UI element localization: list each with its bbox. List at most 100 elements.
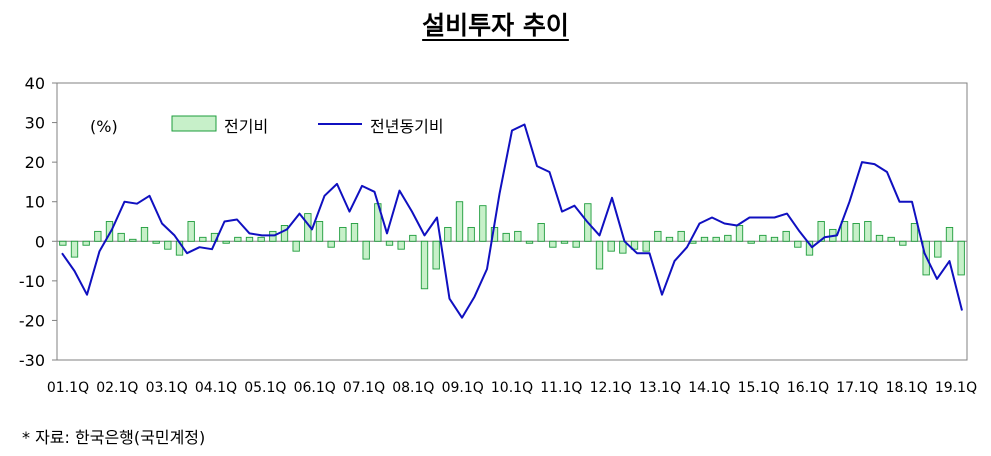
bar-59 [747, 240, 755, 244]
x-tick-label: 11.1Q [540, 380, 582, 396]
bar-32 [432, 240, 440, 270]
bar-40 [525, 240, 534, 244]
x-tick-label: 16.1Q [787, 380, 829, 396]
bar-5 [117, 232, 125, 242]
x-tick-label: 04.1Q [195, 380, 237, 396]
bar-34 [455, 201, 464, 242]
x-tick-label: 01.1Q [47, 380, 89, 396]
y-tick-label: 30 [25, 114, 45, 133]
bar-49 [630, 240, 639, 250]
y-tick-label: 10 [25, 193, 45, 212]
legend-bar-label: 전기비 [224, 117, 268, 136]
bar-60 [759, 234, 767, 242]
bar-65 [817, 221, 825, 242]
bar-72 [899, 240, 907, 246]
bar-31 [420, 240, 429, 290]
bar-8 [152, 240, 160, 244]
bar-14 [222, 240, 230, 244]
x-tick-label: 15.1Q [738, 380, 780, 396]
y-axis: 40 30 20 10 0 -10 -20 -30 [19, 74, 57, 370]
x-tick-label: 17.1Q [836, 380, 878, 396]
bar-76 [945, 226, 954, 242]
bar-71 [887, 236, 895, 242]
x-tick-label: 13.1Q [639, 380, 681, 396]
unit-label: (%) [90, 117, 118, 136]
bar-15 [234, 236, 242, 242]
x-tick-label: 03.1Q [146, 380, 188, 396]
line-series [61, 123, 963, 319]
x-tick-label: 07.1Q [343, 380, 385, 396]
bar-67 [840, 221, 849, 242]
bar-7 [140, 226, 149, 242]
legend-bar-swatch [171, 115, 217, 132]
bar-46 [595, 240, 604, 270]
x-tick-label: 06.1Q [294, 380, 336, 396]
bar-17 [257, 236, 265, 242]
x-tick-label: 14.1Q [688, 380, 730, 396]
bar-9 [164, 240, 172, 250]
bar-35 [467, 226, 475, 242]
bar-57 [724, 234, 732, 242]
bar-69 [864, 221, 872, 242]
bar-70 [875, 234, 884, 242]
y-tick-label: -30 [19, 351, 45, 370]
x-tick-label: 08.1Q [392, 380, 434, 396]
bar-56 [712, 236, 720, 242]
bar-63 [794, 240, 802, 248]
x-tick-label: 10.1Q [491, 380, 533, 396]
y-tick-label: 0 [35, 232, 45, 251]
bar-0 [59, 240, 67, 246]
bar-41 [537, 223, 545, 242]
bar-28 [385, 240, 394, 246]
bar-43 [560, 240, 569, 244]
bar-24 [339, 226, 347, 242]
bar-19 [280, 225, 289, 242]
y-tick-label: -10 [19, 272, 45, 291]
bar-75 [934, 240, 942, 258]
bar-36 [479, 205, 487, 242]
chart-title: 설비투자 추이 [422, 11, 569, 40]
x-tick-label: 18.1Q [886, 380, 928, 396]
bar-4 [105, 221, 114, 242]
line-path [61, 123, 963, 319]
plot-area [56, 82, 968, 361]
bar-11 [187, 221, 195, 242]
bar-22 [315, 221, 324, 242]
bar-3 [94, 230, 102, 242]
bar-23 [327, 240, 335, 248]
bar-73 [910, 223, 919, 242]
legend: (%) 전기비 전년동기비 [90, 115, 444, 136]
bar-6 [129, 238, 137, 242]
x-tick-label: 02.1Q [96, 380, 138, 396]
y-tick-label: 40 [25, 74, 45, 93]
bar-39 [514, 230, 522, 242]
y-tick-label: -20 [19, 311, 45, 330]
bar-62 [782, 230, 790, 242]
legend-line-label: 전년동기비 [370, 117, 444, 136]
bar-1 [70, 240, 79, 258]
bar-50 [642, 240, 650, 252]
x-tick-label: 05.1Q [244, 380, 286, 396]
bar-38 [502, 232, 510, 242]
bar-52 [665, 236, 674, 242]
bar-53 [677, 230, 685, 242]
bar-64 [805, 240, 814, 256]
bar-48 [619, 240, 627, 254]
bar-44 [572, 240, 580, 248]
bar-16 [245, 236, 254, 242]
bar-2 [82, 240, 90, 246]
x-tick-label: 09.1Q [442, 380, 484, 396]
x-tick-label: 12.1Q [590, 380, 632, 396]
bar-47 [607, 240, 615, 252]
bar-42 [549, 240, 557, 248]
bar-61 [770, 236, 779, 242]
bar-77 [957, 240, 965, 276]
bar-33 [444, 226, 452, 242]
bar-26 [362, 240, 370, 260]
bar-51 [654, 230, 662, 242]
bar-68 [852, 223, 860, 242]
bar-20 [292, 240, 300, 252]
bar-25 [350, 223, 359, 242]
bar-30 [409, 234, 417, 242]
